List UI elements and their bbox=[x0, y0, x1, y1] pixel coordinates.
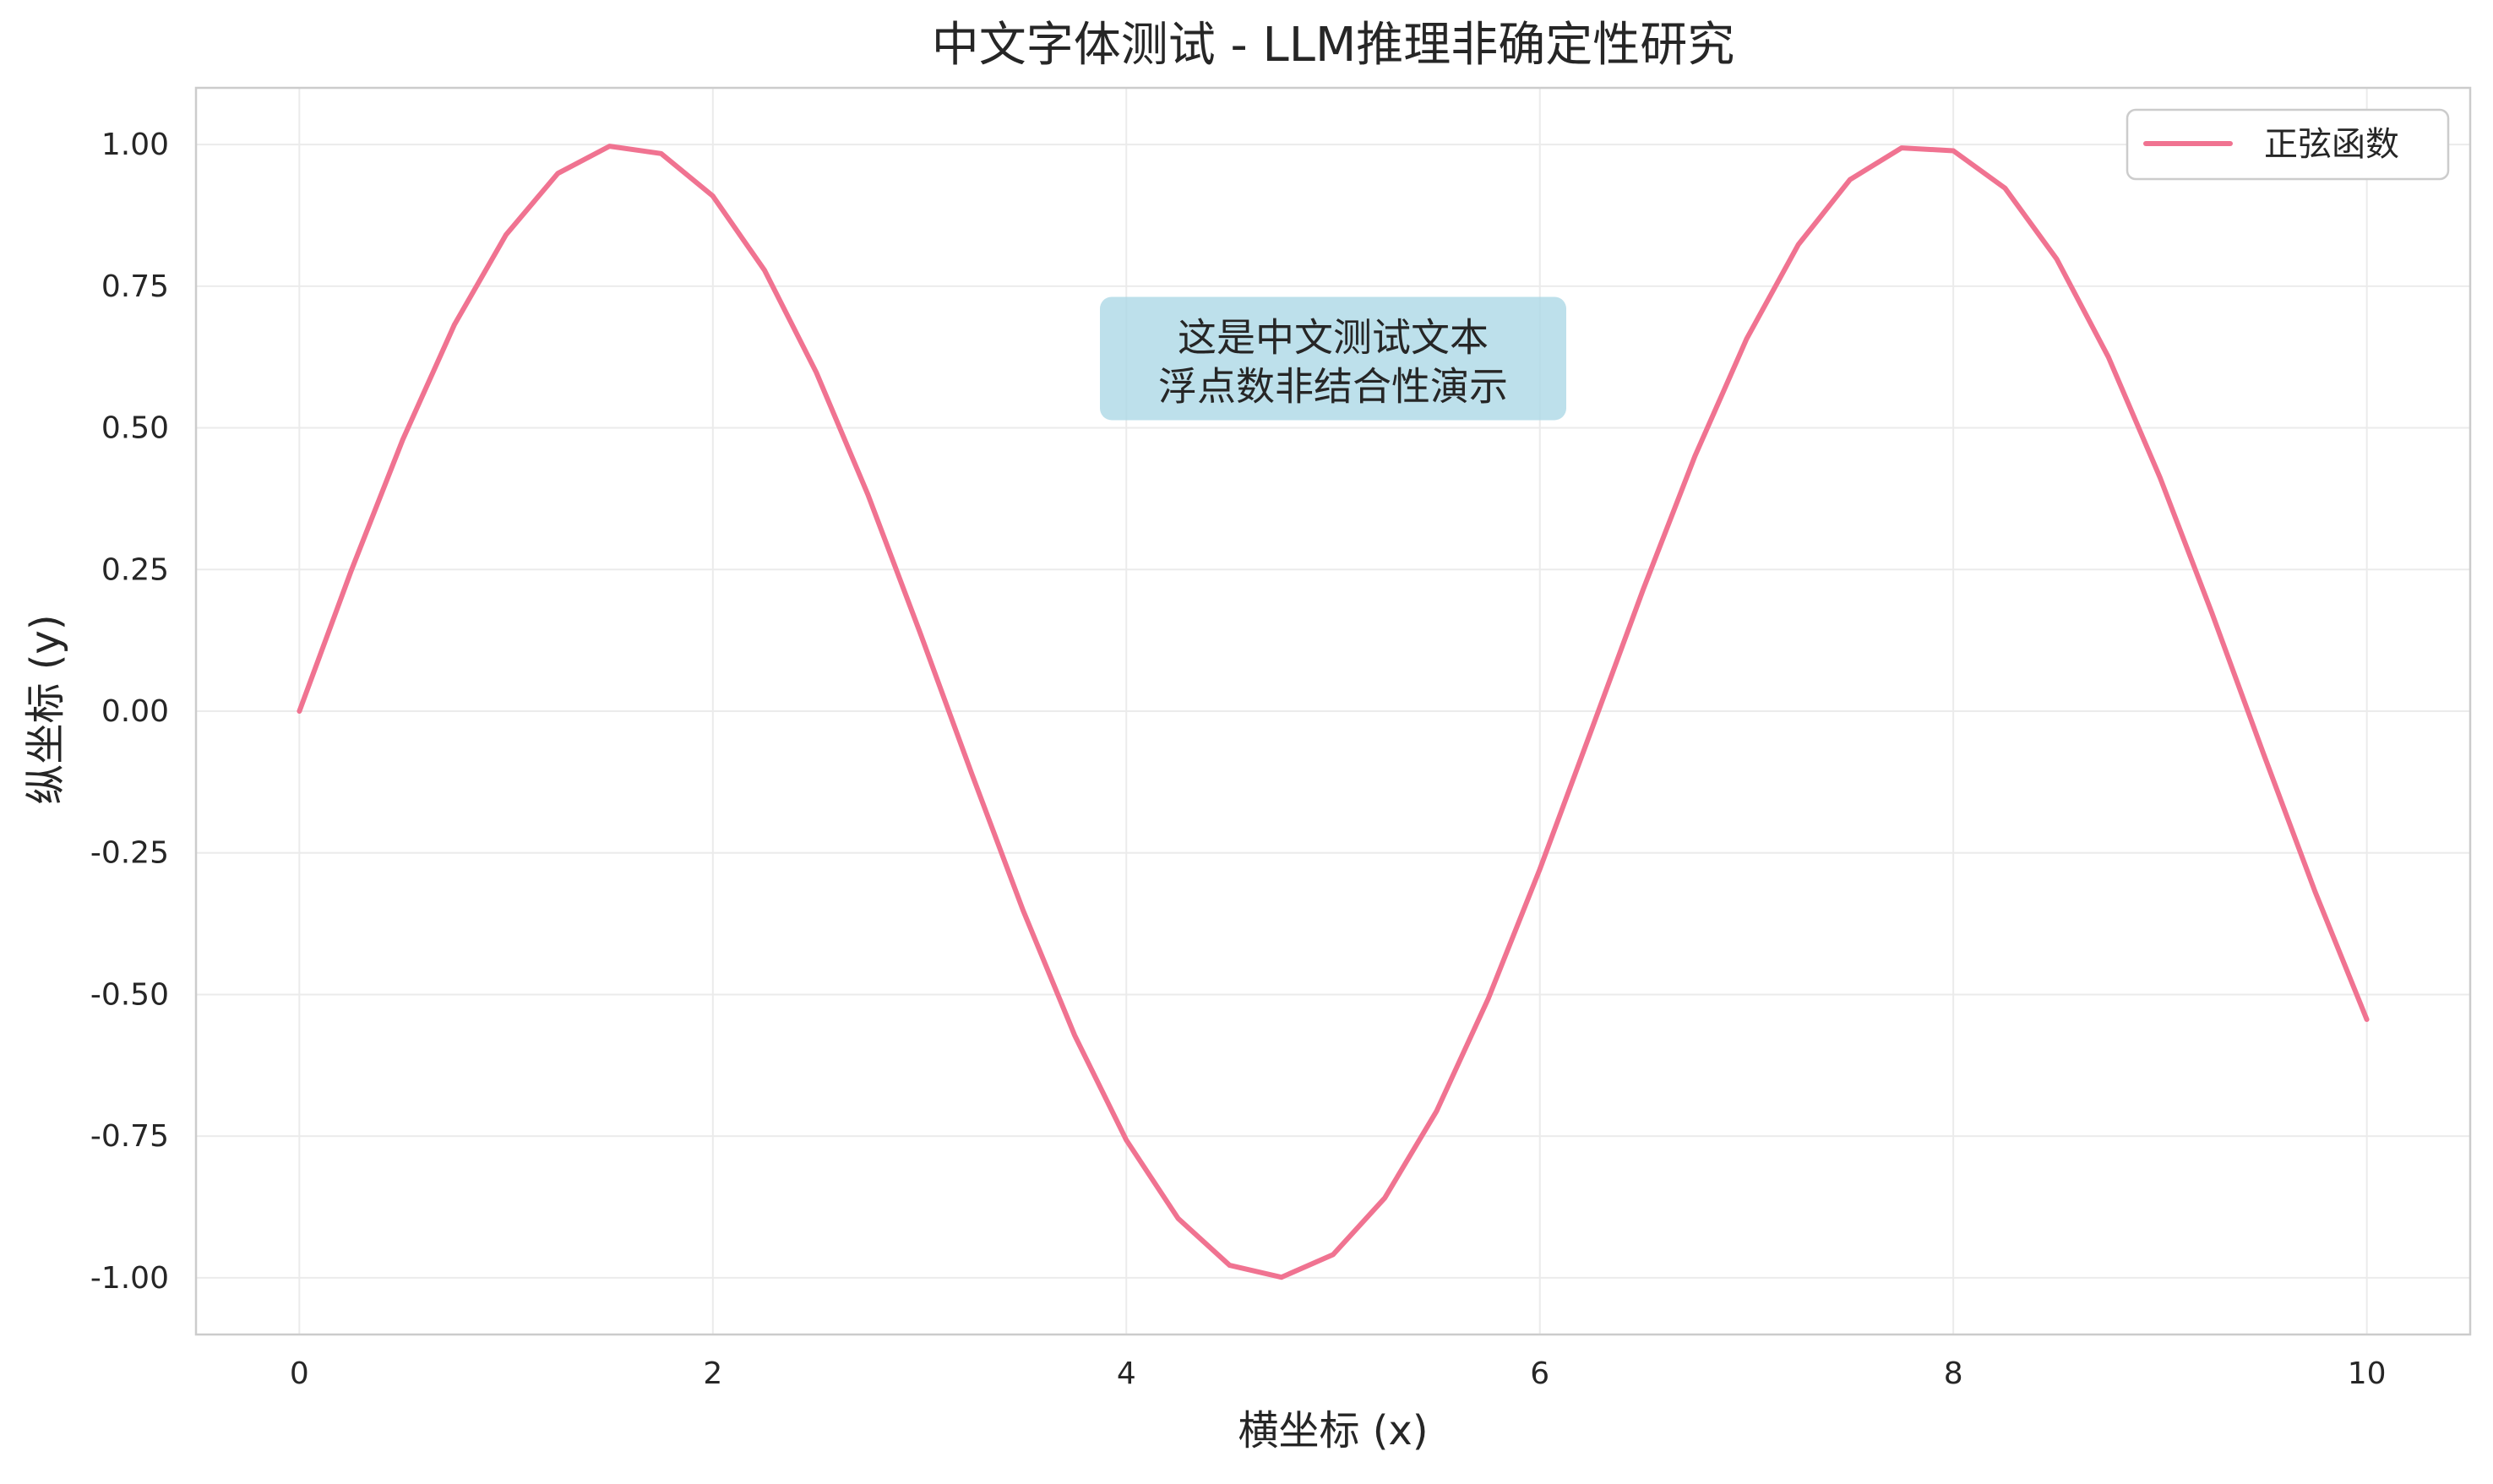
y-tick-label: -0.50 bbox=[90, 977, 169, 1012]
grid-lines bbox=[196, 88, 2470, 1335]
x-tick-label: 0 bbox=[290, 1356, 309, 1391]
y-axis-label: 纵坐标 (y) bbox=[22, 614, 69, 804]
annotation-box bbox=[1100, 296, 1566, 421]
y-tick-label: 1.00 bbox=[101, 128, 169, 162]
x-tick-label: 8 bbox=[1944, 1356, 1963, 1391]
plot-frame bbox=[194, 86, 2472, 1336]
y-tick-label: 0.25 bbox=[101, 552, 169, 587]
annotation-line-2: 浮点数非结合性演示 bbox=[1158, 363, 1508, 409]
series-line-0 bbox=[297, 144, 2370, 1280]
y-tick-label: -0.75 bbox=[90, 1119, 169, 1154]
chart-title: 中文字体测试 - LLM推理非确定性研究 bbox=[932, 18, 1735, 73]
x-tick-label: 4 bbox=[1117, 1356, 1136, 1391]
tick-labels: 0 2 4 6 8 10 -1.00 -0.75 -0.50 -0.25 0.00 0.25 0.50 0… bbox=[90, 128, 2387, 1391]
legend-label: 正弦函数 bbox=[2264, 125, 2399, 164]
annotation: 这是中文测试文本 浮点数非结合性演示 bbox=[1100, 296, 1566, 421]
legend-box bbox=[2126, 108, 2450, 181]
annotation-line-1: 这是中文测试文本 bbox=[1178, 314, 1489, 360]
series-lines bbox=[297, 144, 2370, 1280]
y-tick-label: 0.50 bbox=[101, 411, 169, 446]
legend: 正弦函数 bbox=[2126, 108, 2450, 181]
y-tick-label: 0.75 bbox=[101, 269, 169, 304]
x-tick-label: 2 bbox=[703, 1356, 722, 1391]
y-tick-label: 0.00 bbox=[101, 694, 169, 729]
y-tick-label: -0.25 bbox=[90, 836, 169, 871]
y-tick-label: -1.00 bbox=[90, 1261, 169, 1296]
x-tick-label: 6 bbox=[1530, 1356, 1549, 1391]
x-axis-label: 横坐标 (x) bbox=[1238, 1407, 1428, 1454]
x-tick-label: 10 bbox=[2348, 1356, 2387, 1391]
